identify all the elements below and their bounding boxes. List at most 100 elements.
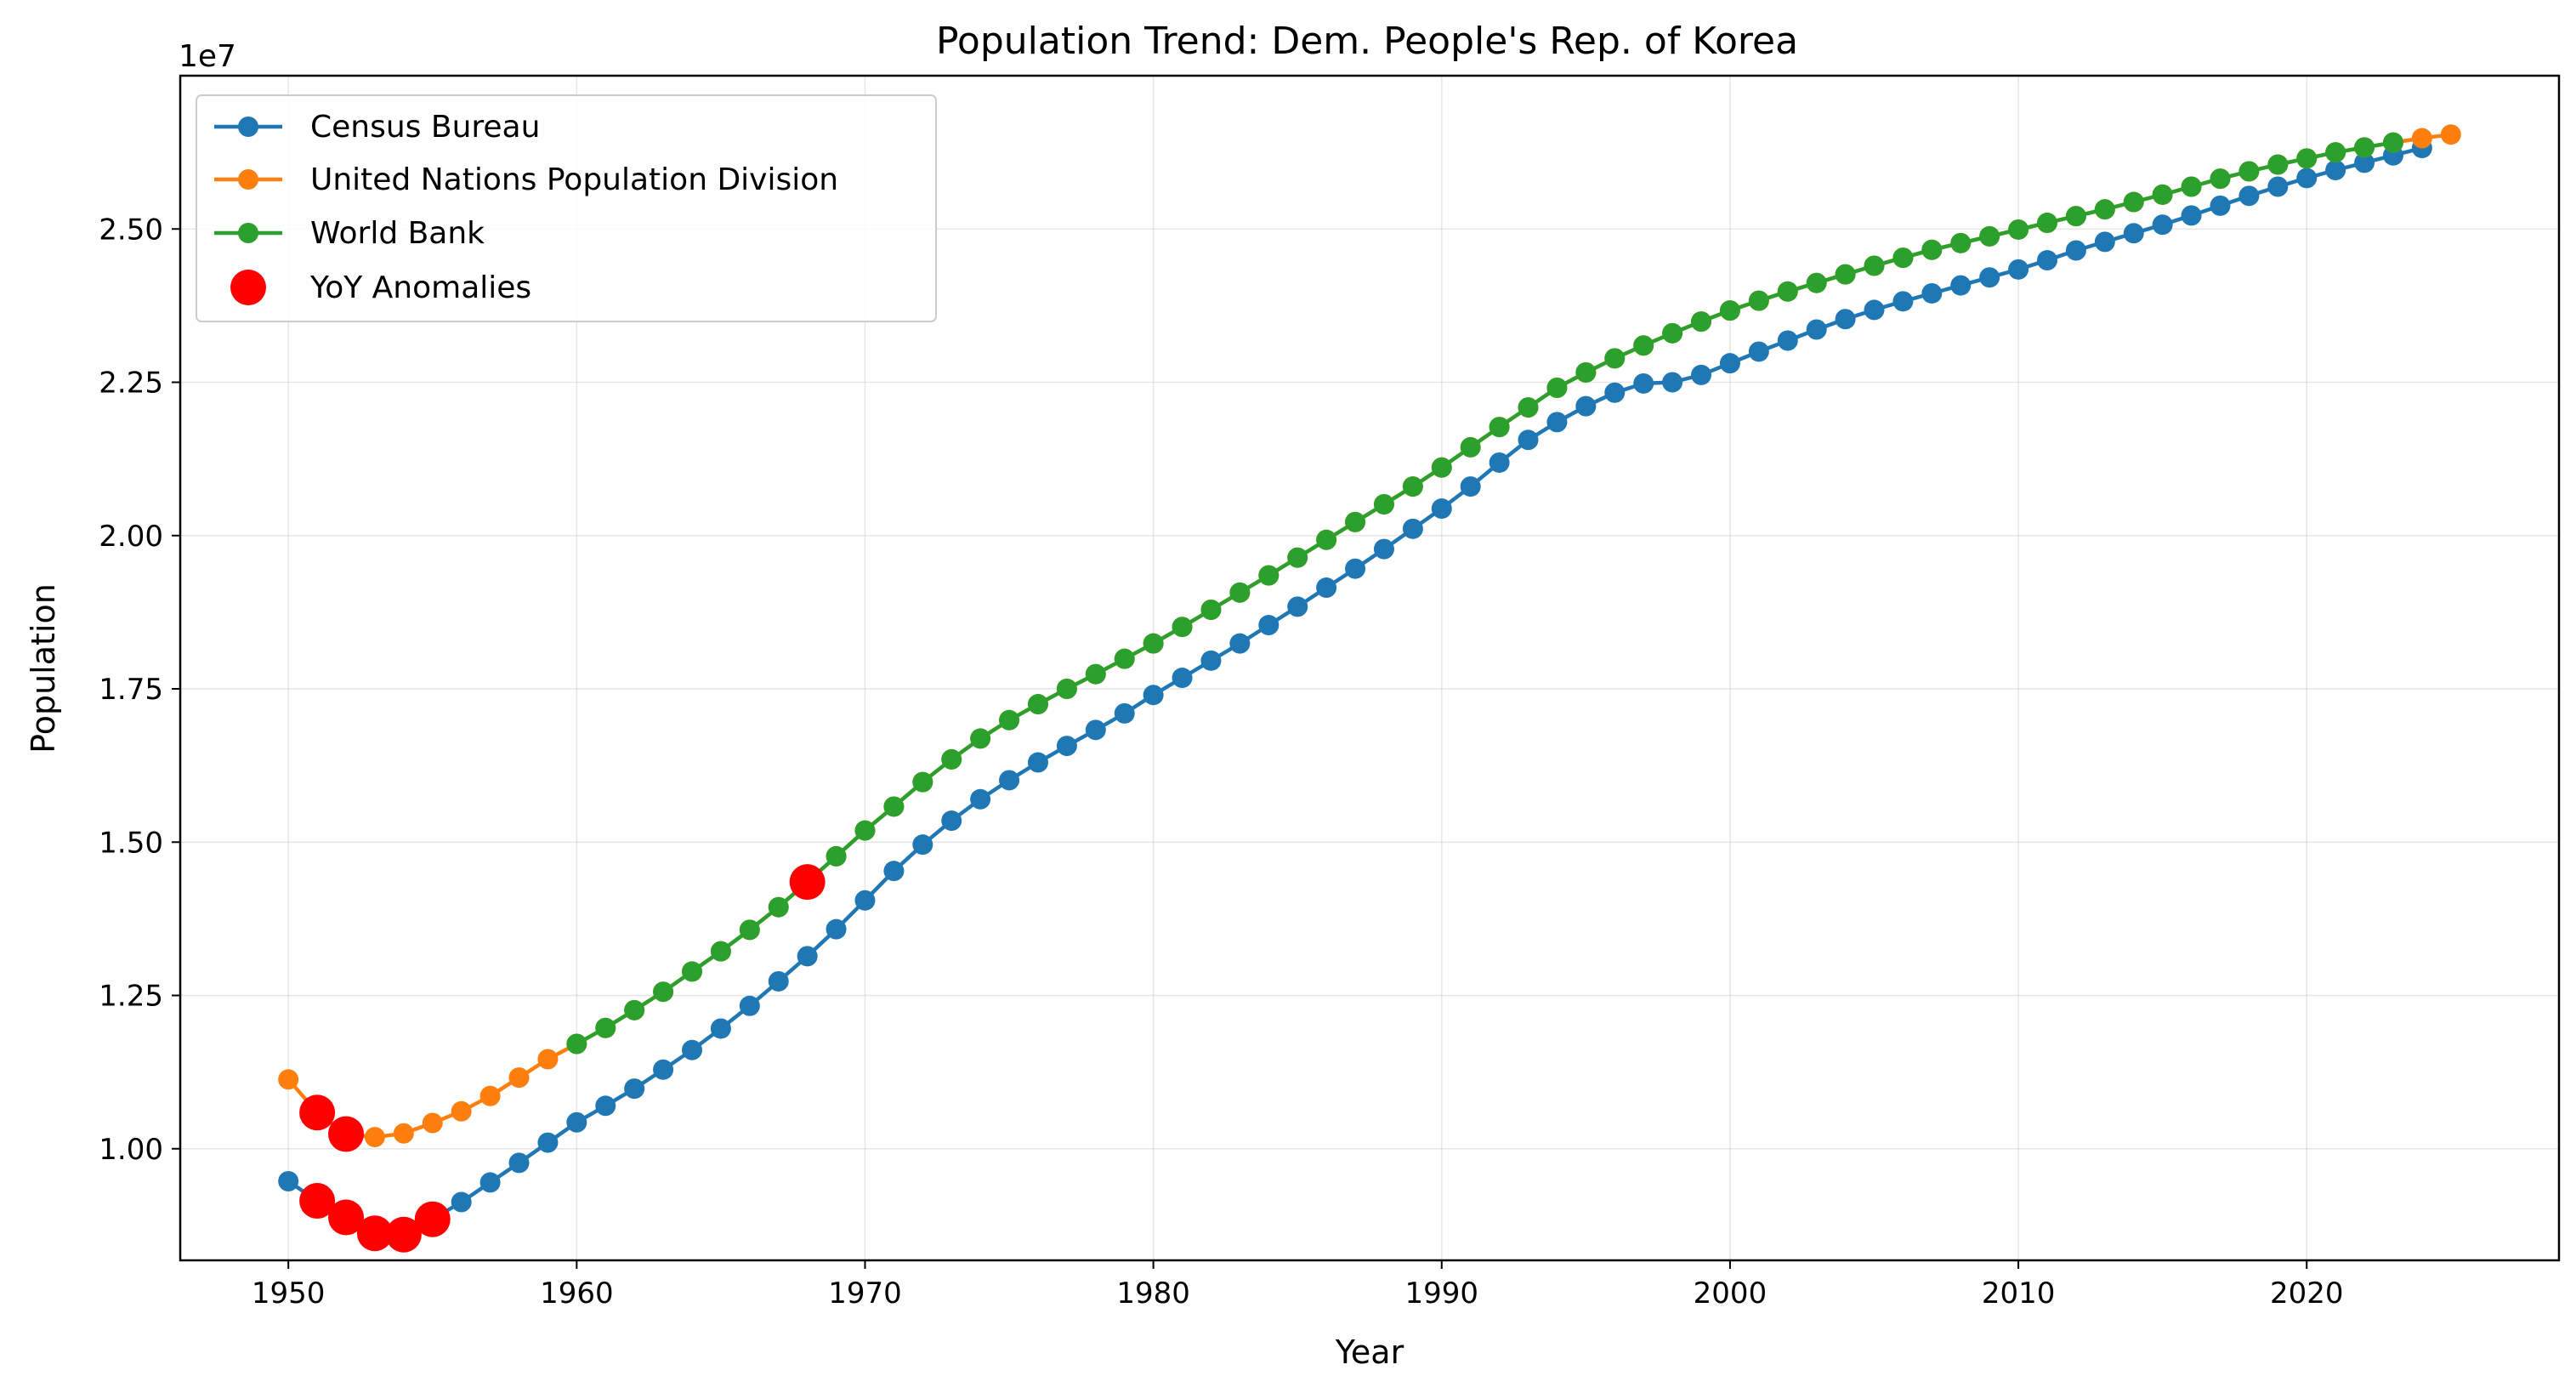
data-point [1546, 412, 1568, 433]
data-point [2296, 168, 2318, 189]
data-point [1662, 322, 1683, 344]
data-point [2238, 185, 2260, 207]
data-point [1806, 272, 1827, 293]
x-tick-label: 2000 [1694, 1276, 1767, 1311]
data-point [1056, 679, 1077, 700]
x-tick-label: 1970 [828, 1276, 902, 1311]
data-point [537, 1132, 559, 1153]
data-point [999, 770, 1020, 791]
plot-frame [179, 74, 2561, 1262]
data-point [739, 919, 760, 941]
data-point [624, 999, 645, 1021]
data-point [2008, 219, 2029, 240]
legend-item: Census Bureau [214, 110, 540, 145]
data-point [1114, 648, 1135, 669]
data-point [1316, 577, 1337, 599]
data-point [479, 1085, 501, 1106]
data-point [941, 810, 962, 832]
data-point [912, 771, 933, 793]
data-point [2325, 142, 2346, 163]
legend-label: Census Bureau [310, 110, 540, 145]
data-point [681, 1039, 702, 1060]
y-axis-label: Population [25, 583, 62, 753]
data-point [422, 1112, 443, 1134]
series-line [576, 140, 2394, 1046]
data-point [508, 1067, 530, 1089]
data-point [1921, 239, 1943, 260]
y-tick-label: 1.50 [99, 826, 163, 860]
data-point [1719, 300, 1740, 321]
data-point [2065, 206, 2086, 227]
data-point [1229, 582, 1251, 603]
data-point [1402, 476, 1423, 498]
data-point [2354, 137, 2375, 158]
data-point [1633, 335, 1654, 356]
y-tick-label: 2.00 [99, 520, 163, 554]
data-point [2382, 132, 2403, 153]
data-point [2354, 152, 2375, 173]
data-point [2181, 176, 2202, 197]
data-point [1431, 498, 1452, 520]
data-point [364, 1127, 385, 1148]
data-point [681, 961, 702, 982]
data-point [479, 1172, 501, 1193]
data-point [1287, 596, 1308, 617]
data-point [1921, 282, 1943, 304]
data-point [970, 788, 991, 810]
data-point [1575, 395, 1597, 417]
x-axis-label: Year [1335, 1333, 1404, 1371]
data-point [2094, 231, 2115, 253]
data-point [2210, 195, 2231, 216]
data-point [1373, 538, 1394, 560]
anomaly-markers [299, 864, 826, 1253]
x-tick-label: 1990 [1405, 1276, 1479, 1311]
data-point [1835, 264, 1856, 285]
data-point [2325, 160, 2346, 181]
data-point [2181, 205, 2202, 226]
series-world-bank [566, 132, 2403, 1055]
data-point [1719, 353, 1740, 374]
data-point [2238, 161, 2260, 182]
x-tick-label: 1950 [252, 1276, 326, 1311]
anomaly-point [385, 1216, 422, 1253]
data-point [1489, 452, 1510, 473]
data-point [1489, 417, 1510, 438]
legend-item: YoY Anomalies [230, 270, 531, 305]
data-point [768, 896, 789, 918]
data-point [1402, 518, 1423, 539]
data-point [1979, 267, 2000, 288]
data-point [1546, 377, 1568, 398]
data-point [1777, 330, 1798, 351]
data-point [2152, 184, 2173, 205]
x-tick-label: 2010 [1982, 1276, 2056, 1311]
data-point [566, 1112, 587, 1133]
legend-label: World Bank [310, 216, 485, 251]
anomaly-point [299, 1094, 336, 1131]
data-point [826, 845, 847, 867]
data-point [1431, 457, 1452, 478]
anomaly-point [328, 1199, 365, 1236]
data-point [653, 1059, 674, 1080]
data-point [883, 861, 905, 882]
y-tick-label: 1.25 [99, 980, 163, 1014]
data-point [1979, 225, 2000, 247]
data-point [2296, 148, 2318, 169]
data-point [1777, 281, 1798, 302]
data-point [2152, 214, 2173, 236]
data-point [1200, 600, 1222, 621]
chart-title: Population Trend: Dem. People's Rep. of … [936, 20, 1798, 63]
data-point [1056, 736, 1077, 757]
data-point [854, 820, 876, 841]
data-point [1258, 565, 1279, 586]
data-point [2267, 176, 2289, 197]
anomaly-point [328, 1116, 365, 1152]
data-point [1748, 290, 1769, 311]
data-point [508, 1152, 530, 1174]
data-point [970, 728, 991, 749]
data-point [1633, 372, 1654, 394]
anomaly-point [356, 1215, 393, 1252]
data-point [1172, 617, 1193, 638]
data-point [1316, 529, 1337, 550]
data-point [2065, 240, 2086, 261]
data-point [854, 890, 876, 911]
